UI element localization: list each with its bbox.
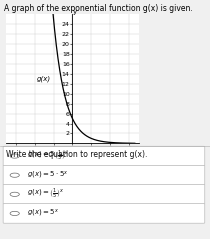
FancyBboxPatch shape [3, 165, 205, 185]
Text: $g(x) = 5^x$: $g(x) = 5^x$ [27, 208, 59, 219]
Text: Write the equation to represent g(x).: Write the equation to represent g(x). [6, 150, 148, 159]
Text: x: x [141, 146, 145, 152]
FancyBboxPatch shape [3, 204, 205, 223]
Text: g(x): g(x) [37, 76, 51, 82]
Text: $g(x) = 5 \cdot 5^x$: $g(x) = 5 \cdot 5^x$ [27, 170, 69, 181]
FancyBboxPatch shape [3, 146, 205, 166]
Text: y: y [73, 9, 77, 15]
Text: A graph of the exponential function g(x) is given.: A graph of the exponential function g(x)… [4, 4, 193, 13]
FancyBboxPatch shape [3, 185, 205, 204]
Text: $g(x) = 5\left(\frac{1}{5}\right)^x$: $g(x) = 5\left(\frac{1}{5}\right)^x$ [27, 149, 69, 163]
Text: $g(x) = \left(\frac{1}{5}\right)^x$: $g(x) = \left(\frac{1}{5}\right)^x$ [27, 187, 65, 201]
